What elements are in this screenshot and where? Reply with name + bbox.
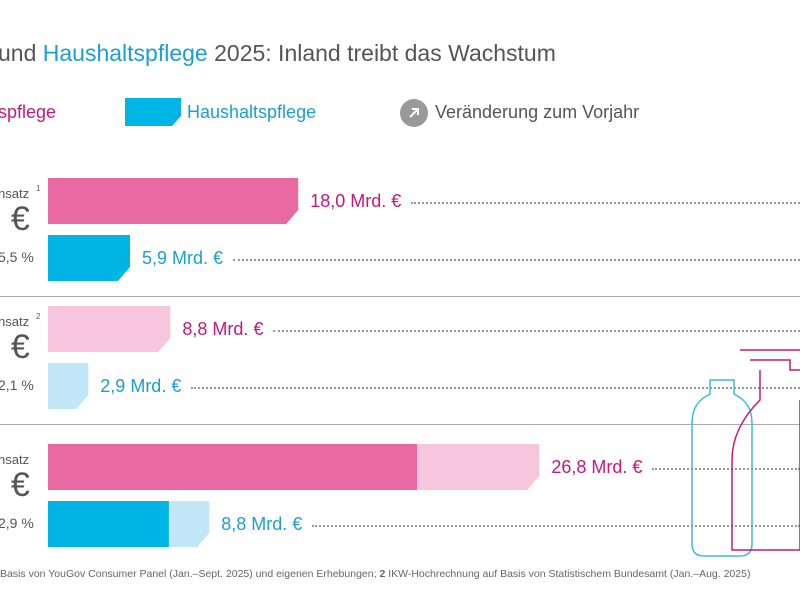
group-total: . € — [0, 328, 30, 366]
bar-haushaltspflege — [48, 235, 131, 281]
leader-line — [411, 202, 800, 204]
data-label: 8,8 Mrd. € — [221, 514, 303, 534]
footnote-marker: 2 — [36, 312, 41, 321]
bottle-illustration — [691, 349, 800, 557]
data-label: 8,8 Mrd. € — [182, 319, 264, 339]
bar-segment — [48, 501, 169, 547]
group-total: . € — [0, 200, 30, 238]
group-change: 2,1 % — [0, 377, 34, 393]
legend-label-change: Veränderung zum Vorjahr — [435, 102, 640, 122]
footnote-marker: 1 — [36, 184, 41, 193]
bar-segment — [168, 501, 210, 547]
bar-segment — [48, 235, 131, 281]
title-part: 2025: Inland treibt das Wachstum — [207, 40, 556, 66]
leader-line — [273, 330, 800, 332]
legend-label-haushaltspflege: Haushaltspflege — [187, 102, 317, 122]
bar-pflege — [48, 178, 299, 224]
leader-line — [652, 468, 800, 470]
data-label: 2,9 Mrd. € — [100, 376, 182, 396]
bar-segment — [48, 306, 171, 352]
legend-swatch-haushaltspflege — [125, 98, 181, 126]
data-label: 5,9 Mrd. € — [142, 248, 224, 268]
legend-label-pflege: spflege — [0, 102, 57, 122]
title-part: und — [0, 40, 43, 66]
group-total: . € — [0, 466, 30, 504]
bar-segment — [48, 178, 299, 224]
footnote-text: Basis von YouGov Consumer Panel (Jan.–Se… — [0, 568, 380, 580]
leader-line — [312, 525, 800, 527]
data-label: 18,0 Mrd. € — [310, 191, 402, 211]
group-divider — [0, 296, 800, 297]
bar-segment — [48, 444, 417, 490]
data-label: 26,8 Mrd. € — [551, 457, 643, 477]
arrow-up-right-icon — [400, 99, 428, 127]
footnote: Basis von YouGov Consumer Panel (Jan.–Se… — [0, 568, 750, 580]
group-label: nsatz — [0, 452, 30, 467]
chart-title: und Haushaltspflege 2025: Inland treibt … — [0, 40, 556, 67]
group-label: nsatz — [0, 314, 30, 329]
bar-pflege — [48, 444, 540, 490]
footnote-number: 2 — [379, 568, 386, 580]
leader-line — [191, 387, 800, 389]
group-label: nsatz — [0, 186, 30, 201]
bar-haushaltspflege — [48, 501, 210, 547]
leader-line — [233, 259, 800, 261]
title-highlight: Haushaltspflege — [42, 40, 208, 66]
bar-pflege — [48, 306, 171, 352]
bar-haushaltspflege — [48, 363, 89, 409]
group-change: 2,9 % — [0, 515, 34, 531]
group-change: 5,5 % — [0, 249, 34, 265]
group-divider — [0, 424, 800, 425]
footnote-text: IKW-Hochrechnung auf Basis von Statistis… — [385, 568, 751, 580]
bar-segment — [48, 363, 89, 409]
bar-segment — [417, 444, 540, 490]
